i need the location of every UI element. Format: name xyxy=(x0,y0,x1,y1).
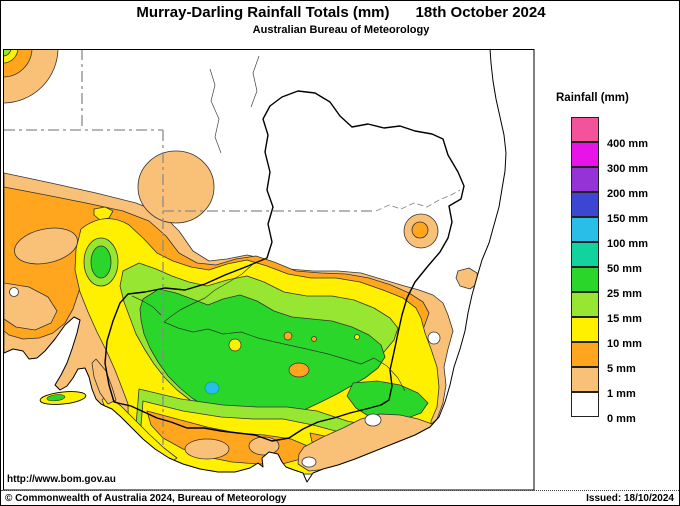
legend-label: 100 mm xyxy=(607,238,648,250)
legend-bands: 400 mm 300 mm 200 mm 150 mm 100 mm 50 mm 25 mm… xyxy=(571,117,679,425)
sea xyxy=(4,49,534,490)
legend-swatch xyxy=(571,167,599,192)
legend-swatch xyxy=(571,192,599,217)
legend-label: 150 mm xyxy=(607,213,648,225)
footer-divider xyxy=(1,490,679,491)
kangaroo-island xyxy=(39,391,87,405)
white-hole-1 xyxy=(301,456,317,468)
title-date: 18th October 2024 xyxy=(415,4,546,21)
rivers xyxy=(131,55,406,392)
legend-label: 400 mm xyxy=(607,138,648,150)
legend-band: 1 mm xyxy=(571,367,679,400)
legend-title: Rainfall (mm) xyxy=(556,92,629,104)
white-hole-2 xyxy=(364,413,382,427)
legend-label: 5 mm xyxy=(607,363,636,375)
legend-band: 200 mm xyxy=(571,167,679,200)
legend-label: 10 mm xyxy=(607,338,642,350)
legend-label: 25 mm xyxy=(607,288,642,300)
legend-label: 0 mm xyxy=(607,413,636,425)
orange-cell-ne xyxy=(403,213,439,249)
orange-spot-3 xyxy=(311,336,317,342)
legend-swatch xyxy=(571,117,599,142)
legend-band: 0 mm xyxy=(571,392,679,425)
legend-swatch xyxy=(571,392,599,417)
tan-circle-nw xyxy=(137,150,215,224)
rain-band-25mm xyxy=(139,288,386,423)
footer-url: http://www.bom.gov.au xyxy=(7,474,116,485)
river-sa xyxy=(131,295,162,316)
river-qld-2 xyxy=(250,55,260,108)
legend-band: 50 mm xyxy=(571,242,679,275)
river-murray xyxy=(163,321,406,392)
legend-swatch xyxy=(571,142,599,167)
legend-label: 1 mm xyxy=(607,388,636,400)
cyan-spot xyxy=(204,381,220,395)
legend-swatch xyxy=(571,217,599,242)
legend-label: 15 mm xyxy=(607,313,642,325)
legend-swatch xyxy=(571,342,599,367)
lake-hole xyxy=(9,287,19,297)
legend-label: 200 mm xyxy=(607,188,648,200)
legend-band: 15 mm xyxy=(571,292,679,325)
topleft-rain-cell xyxy=(4,49,59,104)
legend-band: 400 mm xyxy=(571,117,679,150)
yellow-spot-1 xyxy=(228,338,242,352)
river-qld-1 xyxy=(209,68,222,154)
basin-boundary xyxy=(104,90,465,442)
white-hole-3 xyxy=(427,331,441,345)
footer-copyright: © Commonwealth of Australia 2024, Bureau… xyxy=(5,493,287,504)
legend-label: 50 mm xyxy=(607,263,642,275)
legend-swatch xyxy=(571,267,599,292)
legend-swatch xyxy=(571,317,599,342)
yellow-spot-2 xyxy=(354,334,360,340)
tan-patch-sa-1 xyxy=(14,227,78,265)
map-layers xyxy=(4,49,534,490)
legend-band: 300 mm xyxy=(571,142,679,175)
border-qld-nsw-river xyxy=(375,189,461,212)
green-blob-sa xyxy=(90,245,112,279)
legend-label: 300 mm xyxy=(607,163,648,175)
river-darling xyxy=(163,257,268,323)
legend-band: 25 mm xyxy=(571,267,679,300)
page-title: Murray-Darling Rainfall Totals (mm) 18th … xyxy=(1,4,679,21)
state-borders xyxy=(4,49,376,445)
tan-patch-vic-1 xyxy=(184,438,230,460)
page-subtitle: Australian Bureau of Meteorology xyxy=(252,24,430,36)
title-text: Murray-Darling Rainfall Totals (mm) xyxy=(136,4,390,21)
orange-spot-2 xyxy=(288,362,310,378)
tan-patch-vic-2 xyxy=(248,436,280,456)
legend-band: 150 mm xyxy=(571,192,679,225)
orange-spot-1 xyxy=(283,331,293,341)
footer-issued: Issued: 18/10/2024 xyxy=(586,493,674,504)
legend-swatch xyxy=(571,242,599,267)
legend-swatch xyxy=(571,367,599,392)
legend-swatch xyxy=(571,292,599,317)
yellow-hook xyxy=(93,206,114,221)
coastline xyxy=(4,49,507,483)
legend-band: 5 mm xyxy=(571,342,679,375)
legend-band: 100 mm xyxy=(571,217,679,250)
legend-band: 10 mm xyxy=(571,317,679,350)
